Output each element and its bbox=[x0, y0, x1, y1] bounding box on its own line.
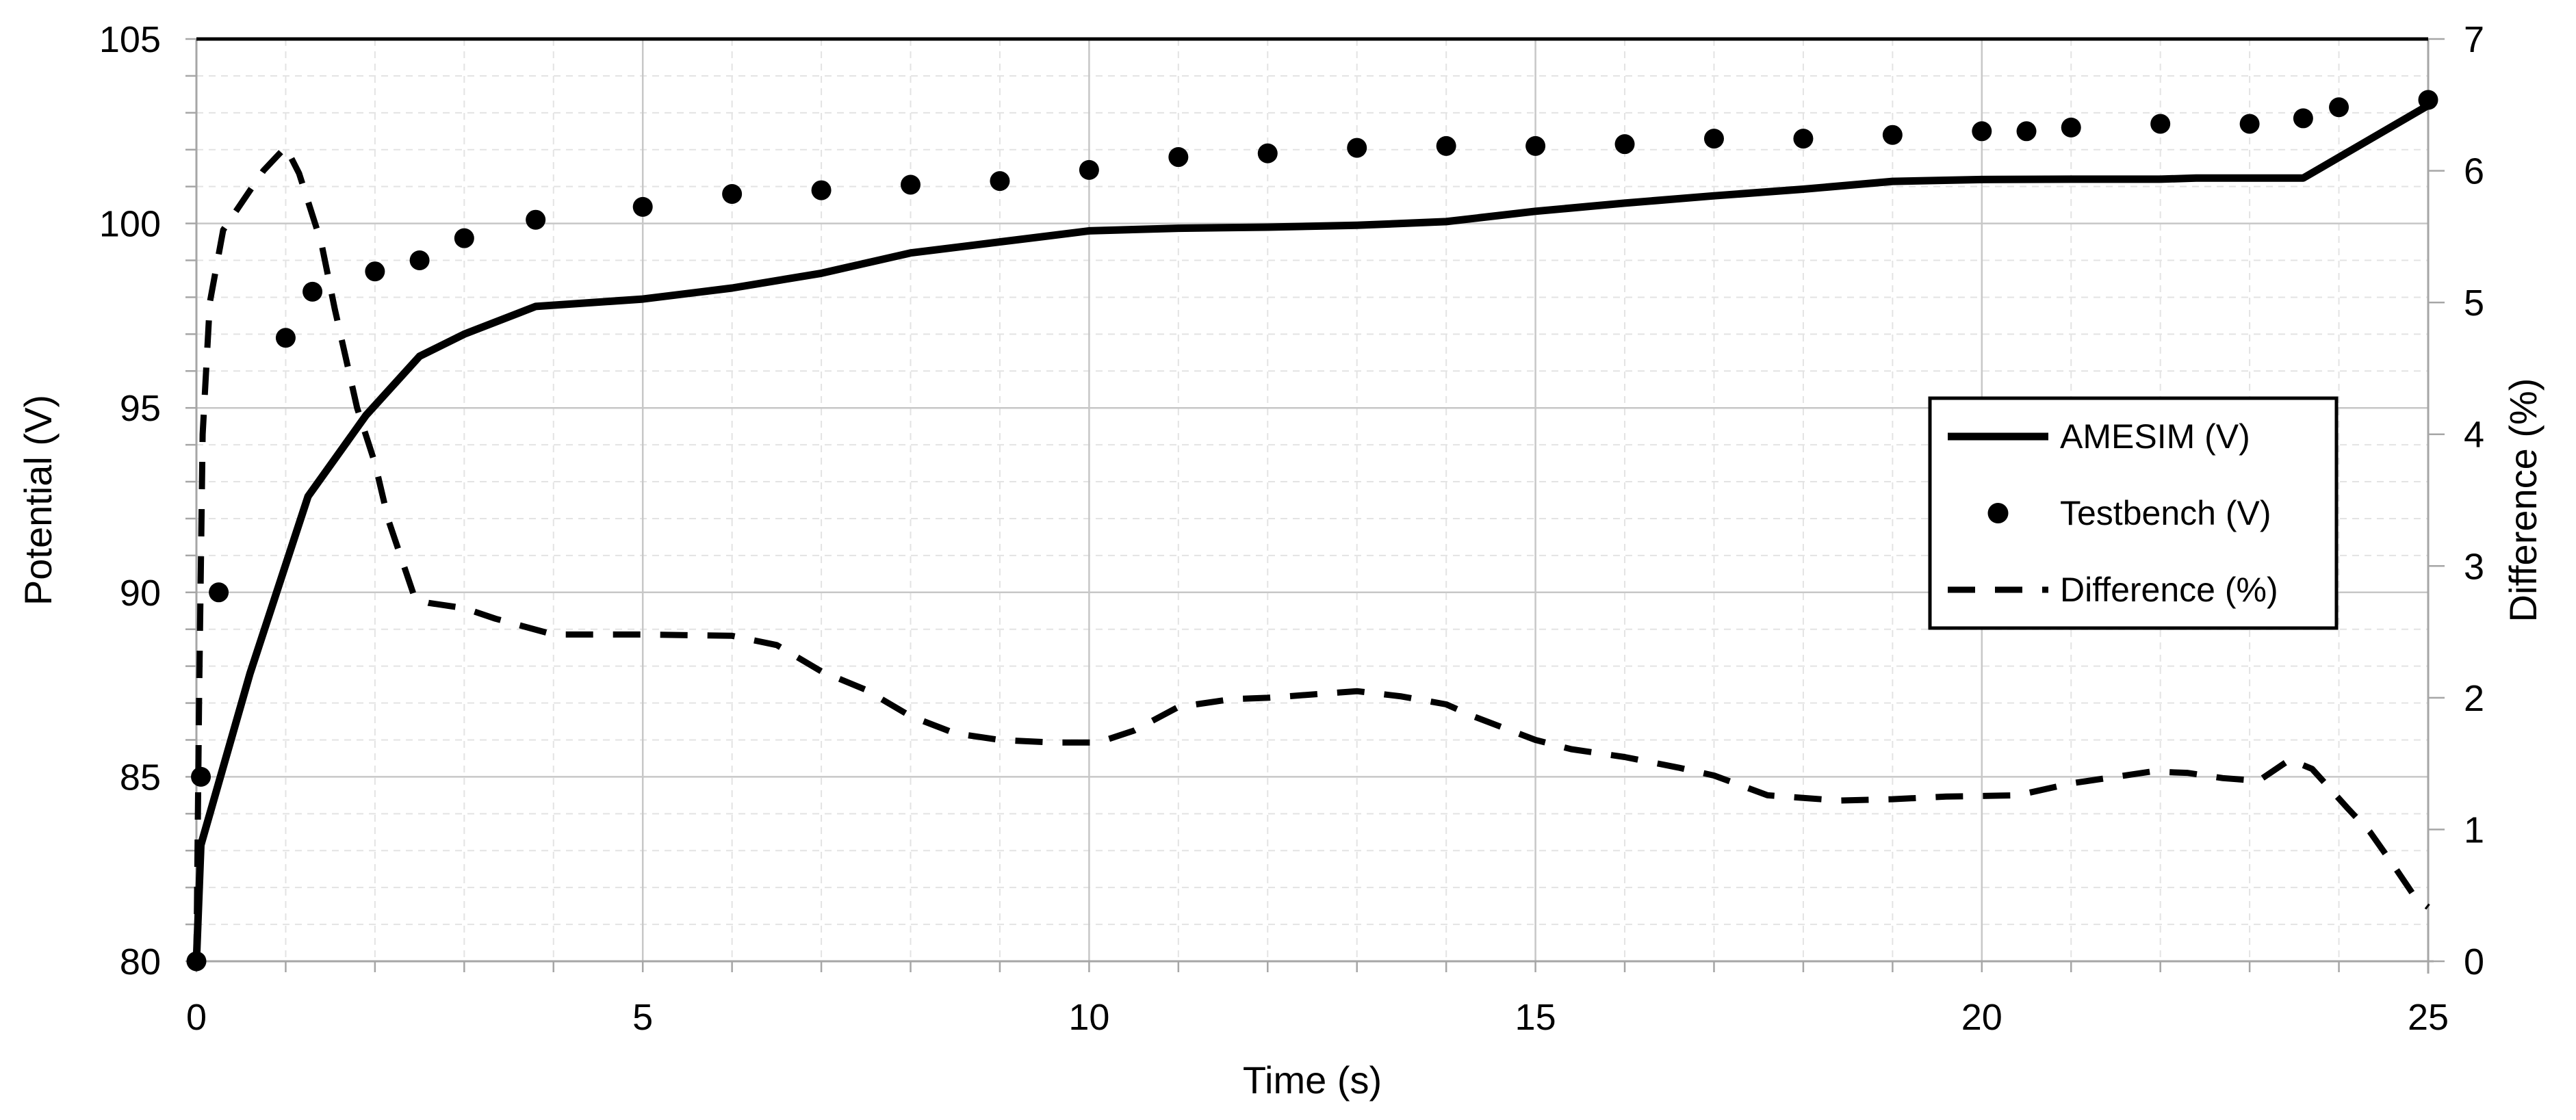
y-left-tick-label: 90 bbox=[120, 573, 161, 614]
legend-label: Testbench (V) bbox=[2060, 494, 2271, 532]
testbench-data-point bbox=[1168, 147, 1189, 168]
x-axis-tick-label: 5 bbox=[632, 997, 653, 1038]
y-left-tick-label: 105 bbox=[99, 19, 161, 60]
testbench-data-point bbox=[209, 582, 229, 603]
testbench-data-point bbox=[2293, 108, 2313, 129]
y-left-tick-label: 80 bbox=[120, 941, 161, 982]
testbench-data-point bbox=[901, 174, 921, 195]
legend: AMESIM (V) Testbench (V) Difference (%) bbox=[1928, 396, 2339, 630]
minor-gridlines bbox=[196, 39, 2428, 961]
testbench-data-point bbox=[1436, 135, 1456, 156]
x-axis-title: Time (s) bbox=[1243, 1058, 1382, 1102]
tick-labels: 0 5 10 15 20 25 80 85 90 95 100 105 0 1 2 3 4 5 6 7 bbox=[99, 19, 2484, 1038]
testbench-data-point bbox=[365, 261, 385, 282]
testbench-data-point bbox=[722, 183, 743, 204]
testbench-data-point bbox=[1257, 143, 1278, 164]
testbench-data-point bbox=[191, 766, 211, 787]
testbench-data-point bbox=[275, 328, 296, 348]
testbench-data-point bbox=[1525, 135, 1546, 156]
x-axis-tick-label: 15 bbox=[1515, 997, 1556, 1038]
testbench-data-point bbox=[2061, 117, 2081, 138]
testbench-data-point bbox=[1347, 138, 1367, 158]
testbench-data-point bbox=[2418, 90, 2438, 110]
y-right-tick-label: 3 bbox=[2464, 546, 2484, 587]
y-right-tick-label: 1 bbox=[2464, 809, 2484, 850]
y-left-tick-label: 85 bbox=[120, 757, 161, 798]
y-left-tick-label: 95 bbox=[120, 388, 161, 429]
testbench-data-point bbox=[409, 250, 430, 271]
series-difference-dashed-line bbox=[193, 144, 2430, 962]
legend-label: Difference (%) bbox=[2060, 571, 2278, 609]
testbench-data-point bbox=[454, 228, 474, 248]
testbench-data-point bbox=[1614, 134, 1635, 155]
y-right-tick-label: 0 bbox=[2464, 941, 2484, 982]
x-axis-tick-label: 10 bbox=[1068, 997, 1109, 1038]
legend-dot-sample bbox=[1987, 503, 2009, 523]
x-axis-tick-label: 25 bbox=[2408, 997, 2449, 1038]
y-right-tick-label: 6 bbox=[2464, 151, 2484, 192]
legend-label: AMESIM (V) bbox=[2060, 417, 2250, 456]
series-testbench-dots bbox=[186, 90, 2438, 972]
testbench-data-point bbox=[1793, 129, 1814, 149]
y-right-axis-title: Difference (%) bbox=[2501, 378, 2545, 623]
y-right-tick-label: 2 bbox=[2464, 678, 2484, 719]
testbench-data-point bbox=[1703, 129, 1724, 149]
y-left-axis-title: Potential (V) bbox=[16, 395, 60, 605]
testbench-data-point bbox=[526, 209, 546, 230]
y-right-tick-label: 5 bbox=[2464, 283, 2484, 324]
testbench-data-point bbox=[302, 281, 323, 302]
testbench-data-point bbox=[811, 180, 832, 200]
y-right-tick-label: 4 bbox=[2464, 415, 2484, 456]
x-axis-tick-label: 0 bbox=[186, 997, 207, 1038]
testbench-data-point bbox=[186, 951, 207, 972]
y-left-tick-label: 100 bbox=[99, 204, 161, 245]
x-axis-tick-label: 20 bbox=[1961, 997, 2002, 1038]
testbench-data-point bbox=[1882, 125, 1903, 145]
series-amesim-line bbox=[192, 101, 2432, 965]
testbench-data-point bbox=[1079, 159, 1099, 180]
testbench-data-point bbox=[2329, 97, 2349, 118]
y-right-tick-label: 7 bbox=[2464, 19, 2484, 60]
testbench-data-point bbox=[1972, 121, 1992, 142]
tick-marks bbox=[185, 38, 2445, 972]
testbench-data-point bbox=[2016, 121, 2037, 142]
testbench-data-point bbox=[2150, 114, 2171, 134]
testbench-data-point bbox=[990, 171, 1010, 192]
testbench-data-point bbox=[2239, 114, 2260, 134]
testbench-data-point bbox=[632, 196, 653, 217]
